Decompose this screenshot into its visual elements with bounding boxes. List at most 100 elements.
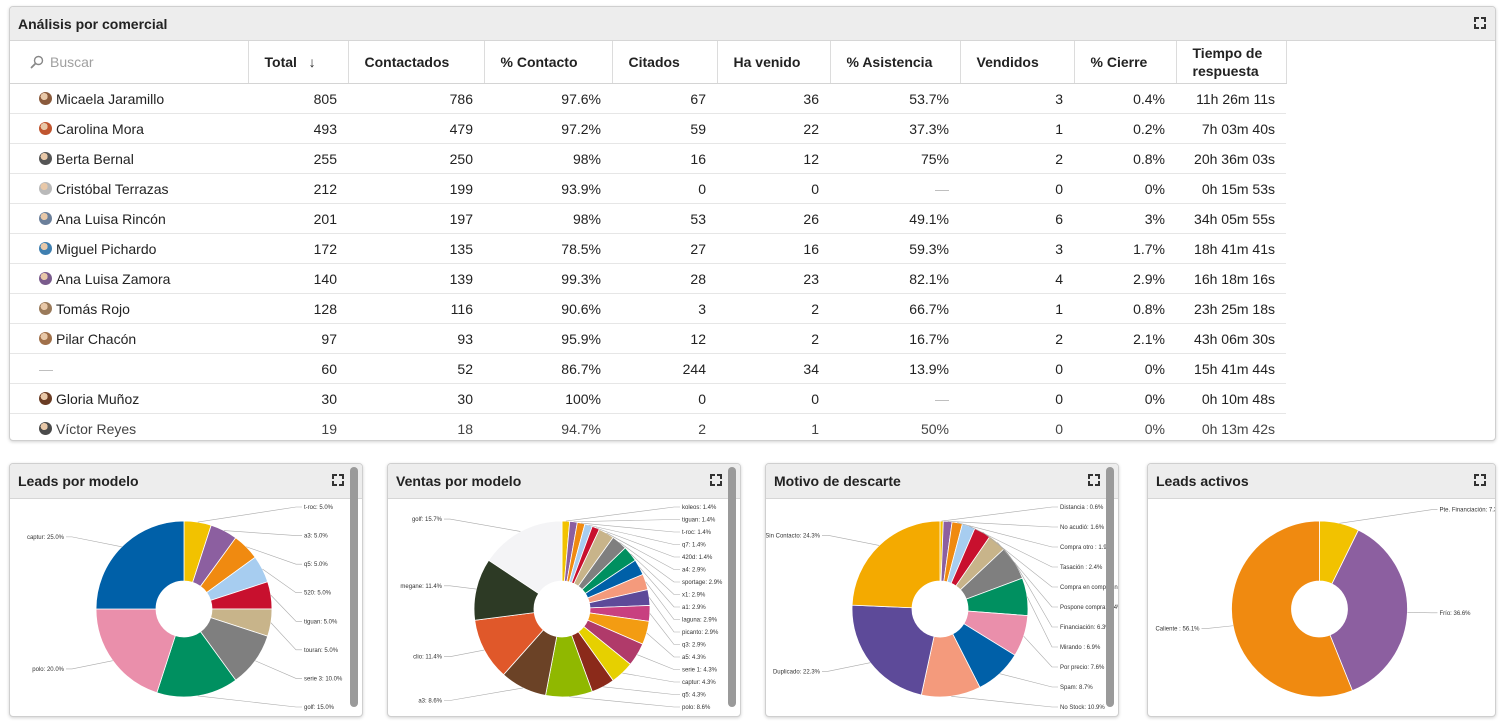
salesperson-link[interactable]: Berta Bernal: [39, 151, 237, 167]
salesperson-cell: Gloria Muñoz: [10, 383, 248, 414]
column-header-total[interactable]: Total ↓: [248, 41, 349, 84]
avatar: [39, 392, 52, 405]
scrollbar[interactable]: [1106, 467, 1114, 707]
column-header-pct-contacto[interactable]: % Contacto: [484, 41, 613, 84]
table-row[interactable]: Pilar Chacón 97 93 95.9% 12 2 16.7% 2 2.1% 43h 06…: [10, 323, 1286, 354]
scrollbar[interactable]: [728, 467, 736, 707]
avatar: [39, 332, 52, 345]
salesperson-link[interactable]: Miguel Pichardo: [39, 241, 237, 257]
table-row[interactable]: Ana Luisa Zamora 140 139 99.3% 28 23 82.1% 4 2.9…: [10, 263, 1286, 294]
salesperson-link[interactable]: Ana Luisa Zamora: [39, 271, 237, 287]
panel-header: Leads activos: [1148, 464, 1495, 499]
slice-label: Spam: 8.7%: [1060, 685, 1093, 691]
table-cell: 3: [960, 83, 1074, 114]
table-cell: 18: [348, 413, 484, 440]
salesperson-link[interactable]: —: [39, 361, 237, 377]
column-header-pct-cierre[interactable]: % Cierre: [1074, 41, 1177, 84]
panel-title: Ventas por modelo: [396, 473, 522, 489]
table-cell: 22: [717, 113, 830, 144]
search-icon: [30, 55, 44, 69]
table-row[interactable]: Carolina Mora 493 479 97.2% 59 22 37.3% 1 0.2% 7h…: [10, 113, 1286, 144]
table-cell: 30: [348, 383, 484, 414]
slice-label: Caliente : 56.1%: [1155, 626, 1200, 632]
table-row[interactable]: Berta Bernal 255 250 98% 16 12 75% 2 0.8% 20h 36m…: [10, 143, 1286, 174]
table-row[interactable]: Miguel Pichardo 172 135 78.5% 27 16 59.3% 3 1.7%…: [10, 233, 1286, 264]
table-cell: 4: [960, 263, 1074, 294]
table-cell: 0%: [1074, 383, 1176, 414]
slice-label: megane: 11.4%: [400, 584, 442, 590]
table-cell: 0%: [1074, 173, 1176, 204]
salesperson-cell: Ana Luisa Rincón: [10, 203, 248, 234]
table-cell: 0: [717, 173, 830, 204]
pie-slice[interactable]: [488, 520, 563, 595]
table-row[interactable]: Tomás Rojo 128 116 90.6% 3 2 66.7% 1 0.8% 23h 25m…: [10, 293, 1286, 324]
label-leader-line: [1014, 562, 1058, 628]
label-leader-line: [622, 672, 680, 683]
table-cell: 34h 05m 55s: [1176, 203, 1286, 234]
slice-label: sportage: 2.9%: [682, 580, 723, 586]
table-row[interactable]: — 60 52 86.7% 244 34 13.9% 0 0% 15h 41m 44s: [10, 353, 1286, 384]
salesperson-cell: Micaela Jaramillo: [10, 83, 248, 114]
salesperson-link[interactable]: Gloria Muñoz: [39, 391, 237, 407]
slice-label: polo: 8.6%: [682, 705, 711, 711]
expand-icon[interactable]: [1474, 17, 1486, 29]
label-leader-line: [262, 568, 302, 594]
pie-slice[interactable]: [95, 608, 176, 694]
expand-icon[interactable]: [1474, 474, 1486, 486]
table-cell: 100%: [484, 383, 612, 414]
pie-slice[interactable]: [95, 520, 185, 610]
column-header-contactados[interactable]: Contactados: [348, 41, 485, 84]
table-row[interactable]: Gloria Muñoz 30 30 100% 0 0—0 0% 0h 10m 48s: [10, 383, 1286, 414]
table-cell: 172: [248, 233, 348, 264]
label-leader-line: [645, 581, 680, 620]
table-row[interactable]: Ana Luisa Rincón 201 197 98% 53 26 49.1% 6 3% 34h…: [10, 203, 1286, 234]
slice-label: q7: 1.4%: [682, 543, 706, 549]
table-cell: 3: [960, 233, 1074, 264]
avatar: [39, 122, 52, 135]
salesperson-link[interactable]: Cristóbal Terrazas: [39, 181, 237, 197]
label-leader-line: [957, 522, 1058, 548]
salesperson-name: Víctor Reyes: [56, 420, 137, 437]
table-cell: 67: [612, 83, 717, 114]
column-header-tiempo-respuesta[interactable]: Tiempo de respuesta: [1176, 41, 1287, 84]
column-header-pct-asistencia[interactable]: % Asistencia: [830, 41, 961, 84]
table-cell: 26: [717, 203, 830, 234]
table-cell: 212: [248, 173, 348, 204]
table-cell: 128: [248, 293, 348, 324]
scrollbar[interactable]: [350, 467, 358, 707]
slice-label: Frío: 36.6%: [1440, 611, 1472, 617]
expand-icon[interactable]: [332, 474, 344, 486]
salesperson-link[interactable]: Carolina Mora: [39, 121, 237, 137]
table-cell: 0.4%: [1074, 83, 1176, 114]
table-row[interactable]: Cristóbal Terrazas 212 199 93.9% 0 0—0 0% 0h 15…: [10, 173, 1286, 204]
expand-icon[interactable]: [710, 474, 722, 486]
avatar: [39, 182, 52, 195]
label-leader-line: [588, 524, 680, 545]
slice-label: q5: 5.0%: [304, 562, 328, 568]
expand-icon[interactable]: [1088, 474, 1100, 486]
table-row[interactable]: Víctor Reyes 19 18 94.7% 2 1 50% 0 0% 0h 13m 42s: [10, 413, 1286, 440]
pie-slice[interactable]: [851, 520, 941, 609]
search-input[interactable]: [48, 53, 212, 71]
salesperson-link[interactable]: Micaela Jaramillo: [39, 91, 237, 107]
slice-label: Mirando : 6.9%: [1060, 645, 1101, 651]
table-cell: 16.7%: [830, 323, 960, 354]
label-leader-line: [444, 585, 477, 590]
label-leader-line: [595, 527, 680, 558]
pie-slice[interactable]: [156, 631, 237, 698]
column-header-citados[interactable]: Citados: [612, 41, 718, 84]
label-leader-line: [630, 553, 680, 595]
pie-slice[interactable]: [1231, 520, 1353, 698]
salesperson-link[interactable]: Ana Luisa Rincón: [39, 211, 237, 227]
pie-slice[interactable]: [851, 604, 935, 696]
slice-label: a4: 2.9%: [682, 568, 706, 574]
column-header-vendidos[interactable]: Vendidos: [960, 41, 1075, 84]
salesperson-link[interactable]: Víctor Reyes: [39, 421, 237, 437]
column-header-ha-venido[interactable]: Ha venido: [717, 41, 831, 84]
salesperson-link[interactable]: Pilar Chacón: [39, 331, 237, 347]
table-cell: 49.1%: [830, 203, 960, 234]
salesperson-link[interactable]: Tomás Rojo: [39, 301, 237, 317]
pie-slice[interactable]: [1329, 529, 1408, 692]
table-row[interactable]: Micaela Jaramillo 805 786 97.6% 67 36 53.7% 3 0.…: [10, 83, 1286, 114]
slice-label: picanto: 2.9%: [682, 630, 719, 636]
